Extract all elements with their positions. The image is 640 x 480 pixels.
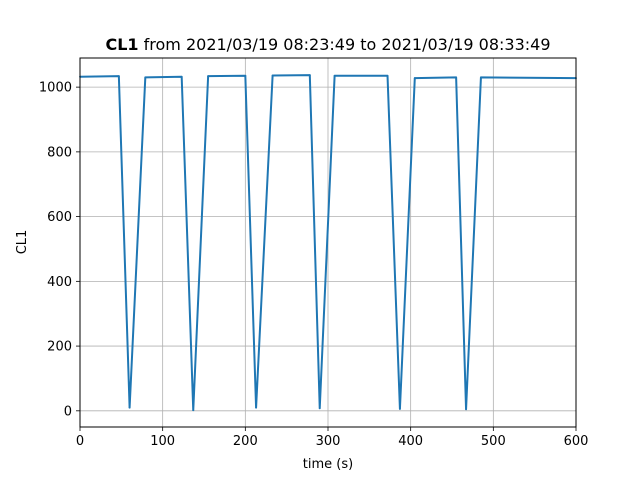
data-point (465, 408, 467, 411)
y-tick-label: 200 (47, 340, 72, 355)
series-layer (79, 74, 577, 412)
data-point (480, 76, 482, 79)
x-tick-label: 600 (564, 434, 589, 449)
x-tick-label: 100 (150, 434, 175, 449)
data-point (308, 74, 311, 77)
data-point (180, 75, 183, 78)
y-tick-label: 1000 (39, 81, 72, 96)
y-tick-label: 600 (47, 210, 72, 225)
data-point (333, 74, 336, 77)
data-point (144, 76, 147, 79)
x-tick-label: 0 (76, 434, 84, 449)
series-line (79, 74, 577, 412)
data-point (455, 76, 458, 79)
x-axis-label: time (s) (303, 457, 353, 472)
chart-title-bold: CL1 (105, 35, 138, 54)
x-tick-label: 400 (398, 434, 423, 449)
data-point (128, 406, 131, 409)
data-point (192, 409, 195, 412)
data-point (117, 75, 120, 78)
chart-title-rest: from 2021/03/19 08:23:49 to 2021/03/19 0… (139, 35, 551, 54)
data-point (207, 75, 210, 78)
x-tick-label: 500 (481, 434, 506, 449)
data-point (318, 407, 321, 410)
y-axis-label: CL1 (15, 230, 30, 255)
x-axis: 0 100 200 300 400 500 600 (76, 427, 589, 449)
data-point (271, 74, 274, 77)
y-tick-label: 400 (47, 275, 72, 290)
data-point (255, 406, 257, 409)
y-tick-label: 0 (64, 404, 72, 419)
x-tick-label: 200 (233, 434, 258, 449)
data-point (399, 407, 401, 410)
data-point (413, 77, 416, 79)
chart-title: CL1 from 2021/03/19 08:23:49 to 2021/03/… (105, 35, 550, 54)
y-tick-label: 800 (47, 145, 72, 160)
x-tick-label: 300 (316, 434, 341, 449)
data-point (244, 74, 247, 77)
data-point (386, 74, 389, 77)
y-axis: 0 200 400 600 800 1000 (39, 81, 80, 419)
